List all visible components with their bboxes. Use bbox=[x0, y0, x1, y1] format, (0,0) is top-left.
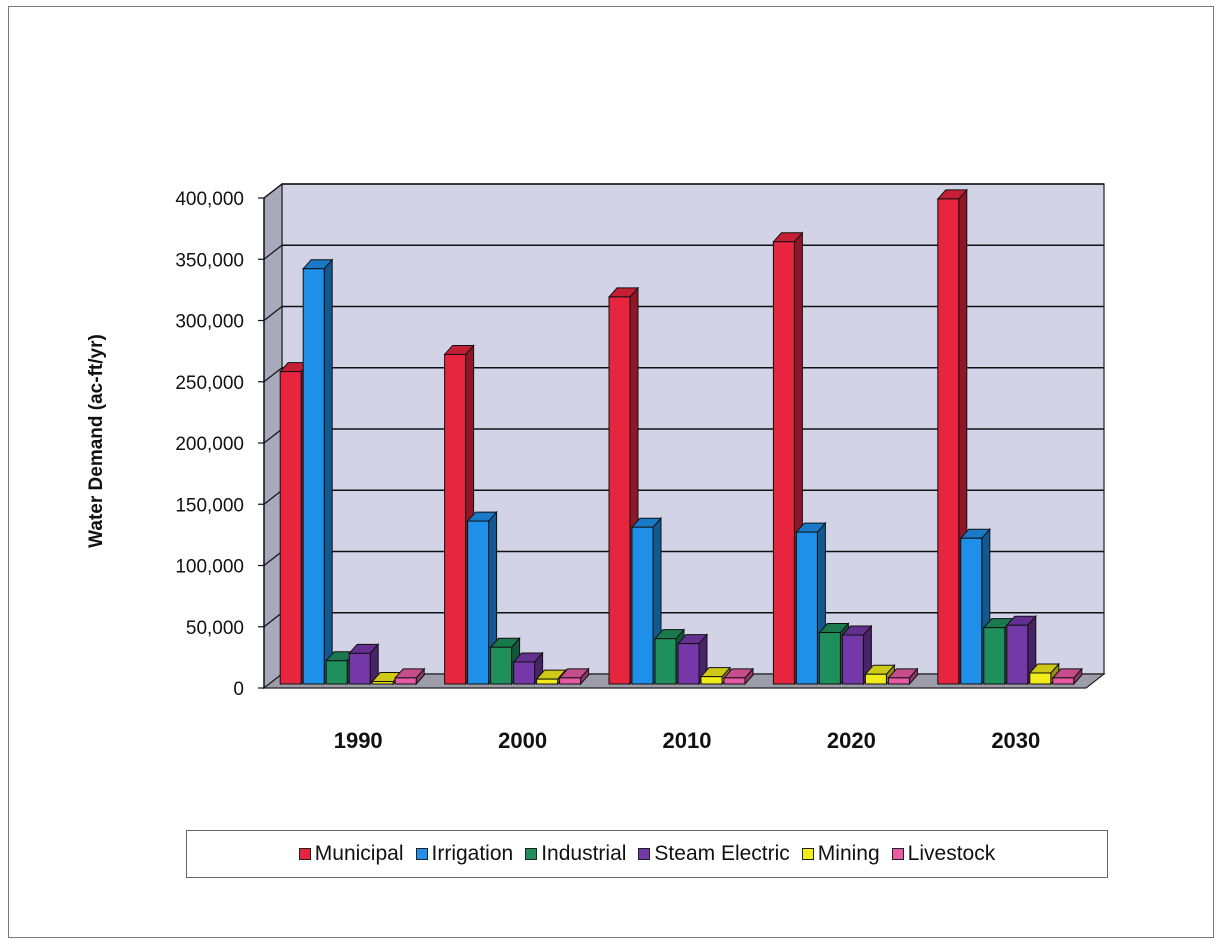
legend-item-livestock: Livestock bbox=[891, 842, 996, 866]
legend: Municipal Irrigation Industrial Steam Elect… bbox=[186, 830, 1108, 878]
bar-front bbox=[887, 677, 910, 685]
legend-swatch bbox=[638, 848, 651, 860]
bar-steam-electric-1990 bbox=[348, 643, 380, 686]
bar-front bbox=[490, 646, 513, 685]
y-tick-label: 150,000 bbox=[175, 495, 244, 516]
bar-front bbox=[937, 198, 960, 685]
bar-front bbox=[302, 268, 325, 685]
y-tick-label: 350,000 bbox=[175, 250, 244, 271]
legend-swatch bbox=[801, 848, 814, 860]
gridline-side bbox=[263, 244, 283, 260]
chart-frame bbox=[8, 6, 1214, 938]
legend-label: Livestock bbox=[907, 842, 996, 865]
legend-label: Steam Electric bbox=[654, 842, 790, 865]
bar-front bbox=[795, 531, 818, 685]
bar-front bbox=[960, 537, 983, 685]
bar-mining-2020 bbox=[864, 663, 896, 686]
bar-front bbox=[394, 677, 417, 685]
bar-front bbox=[559, 677, 582, 685]
bar-front bbox=[444, 353, 467, 685]
bar-front bbox=[348, 652, 371, 685]
y-tick-label: 50,000 bbox=[186, 618, 244, 639]
bar-irrigation-1990 bbox=[302, 258, 334, 686]
bar-front bbox=[279, 371, 302, 685]
gridline-side bbox=[263, 489, 283, 505]
x-category-label: 2000 bbox=[498, 728, 547, 753]
bar-front bbox=[608, 296, 631, 685]
y-tick-label: 300,000 bbox=[175, 312, 244, 333]
y-tick-label: 0 bbox=[233, 679, 244, 700]
y-tick-label: 200,000 bbox=[175, 434, 244, 455]
bar-front bbox=[325, 660, 348, 685]
legend-swatch bbox=[298, 848, 311, 860]
bar-front bbox=[983, 627, 1006, 685]
bar-side bbox=[323, 258, 333, 686]
legend-label: Mining bbox=[817, 842, 880, 865]
x-category-label: 2030 bbox=[991, 728, 1040, 753]
bar-front bbox=[536, 678, 559, 685]
x-category-label: 2010 bbox=[663, 728, 712, 753]
legend-item-mining: Mining bbox=[801, 842, 880, 866]
bar-livestock-1990 bbox=[394, 667, 426, 686]
gridline-side bbox=[263, 428, 283, 444]
bar-livestock-2010 bbox=[722, 667, 755, 686]
bar-steam-electric-2030 bbox=[1005, 614, 1037, 686]
plot-group: 0 50,000 100,000 150,000 200,000 250,000 300,0… bbox=[86, 182, 1106, 753]
y-tick-label: 100,000 bbox=[175, 557, 244, 578]
bar-front bbox=[864, 673, 887, 685]
bar-front bbox=[723, 677, 746, 685]
legend-item-irrigation: Irrigation bbox=[415, 842, 514, 866]
bar-steam-electric-2020 bbox=[841, 624, 873, 686]
legend-label: Irrigation bbox=[431, 842, 514, 865]
gridline-side bbox=[263, 367, 283, 383]
legend-item-industrial: Industrial bbox=[525, 842, 626, 866]
bar-front bbox=[772, 241, 795, 685]
gridline-side bbox=[263, 612, 283, 628]
legend-label: Municipal bbox=[314, 842, 404, 865]
bar-municipal-2020 bbox=[772, 231, 804, 686]
legend-item-municipal: Municipal bbox=[298, 842, 404, 866]
x-category-label: 2020 bbox=[827, 728, 876, 753]
bar-front bbox=[371, 681, 394, 685]
bar-front bbox=[841, 634, 864, 685]
bar-livestock-2000 bbox=[558, 667, 590, 686]
legend-swatch bbox=[415, 848, 428, 860]
bar-front bbox=[1029, 672, 1052, 685]
bar-front bbox=[631, 526, 654, 685]
bar-front bbox=[654, 638, 677, 685]
bar-livestock-2030 bbox=[1051, 667, 1083, 686]
legend-swatch bbox=[891, 848, 904, 860]
gridline-side bbox=[263, 306, 283, 321]
bar-front bbox=[1006, 624, 1029, 685]
legend-item-steam-electric: Steam Electric bbox=[638, 842, 790, 866]
y-tick-label: 400,000 bbox=[175, 189, 244, 210]
gridline-side bbox=[263, 551, 283, 566]
bar-steam-electric-2000 bbox=[512, 651, 544, 686]
bar-front bbox=[467, 520, 490, 685]
x-category-label: 1990 bbox=[334, 728, 383, 753]
bar-front bbox=[1052, 677, 1075, 685]
bar-front bbox=[513, 661, 536, 685]
y-axis-title: Water Demand (ac-ft/yr) bbox=[86, 334, 107, 548]
bar-front bbox=[818, 632, 841, 685]
y-tick-label: 250,000 bbox=[175, 373, 244, 394]
gridline-side bbox=[263, 183, 283, 199]
bars-group bbox=[279, 188, 1083, 686]
bar-front bbox=[700, 676, 723, 685]
bar-front bbox=[677, 643, 700, 685]
bar-irrigation-2000 bbox=[466, 510, 498, 686]
bar-livestock-2020 bbox=[887, 667, 919, 686]
legend-label: Industrial bbox=[541, 842, 627, 865]
legend-swatch bbox=[525, 848, 538, 860]
